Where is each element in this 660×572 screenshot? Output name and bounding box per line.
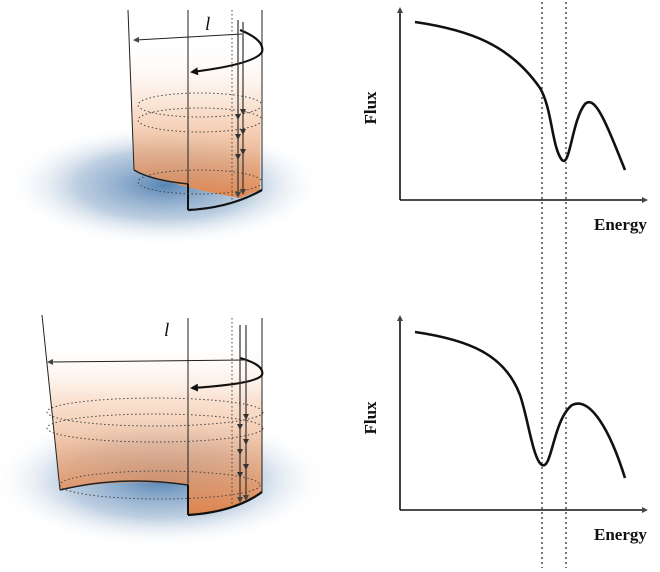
top-cylinder: l — [5, 9, 325, 247]
top-path-arrow — [190, 28, 264, 76]
bottom-cylinder-wall — [44, 340, 262, 515]
top-plot-ylabel: Flux — [361, 91, 380, 125]
bottom-cylinder-label: l — [164, 320, 169, 341]
top-plot: Flux Energy — [361, 7, 648, 234]
top-cylinder-label: l — [205, 14, 210, 35]
bottom-plot: Flux Energy — [361, 315, 648, 544]
top-plot-xlabel: Energy — [594, 215, 647, 234]
top-cylinder-wall — [128, 40, 262, 198]
bottom-path-arrow — [190, 356, 264, 392]
bottom-plot-curve — [414, 330, 627, 479]
bottom-plot-ylabel: Flux — [361, 401, 380, 435]
bottom-plot-xlabel: Energy — [594, 525, 647, 544]
top-plot-curve — [414, 20, 627, 171]
bottom-cylinder: l — [0, 314, 330, 548]
